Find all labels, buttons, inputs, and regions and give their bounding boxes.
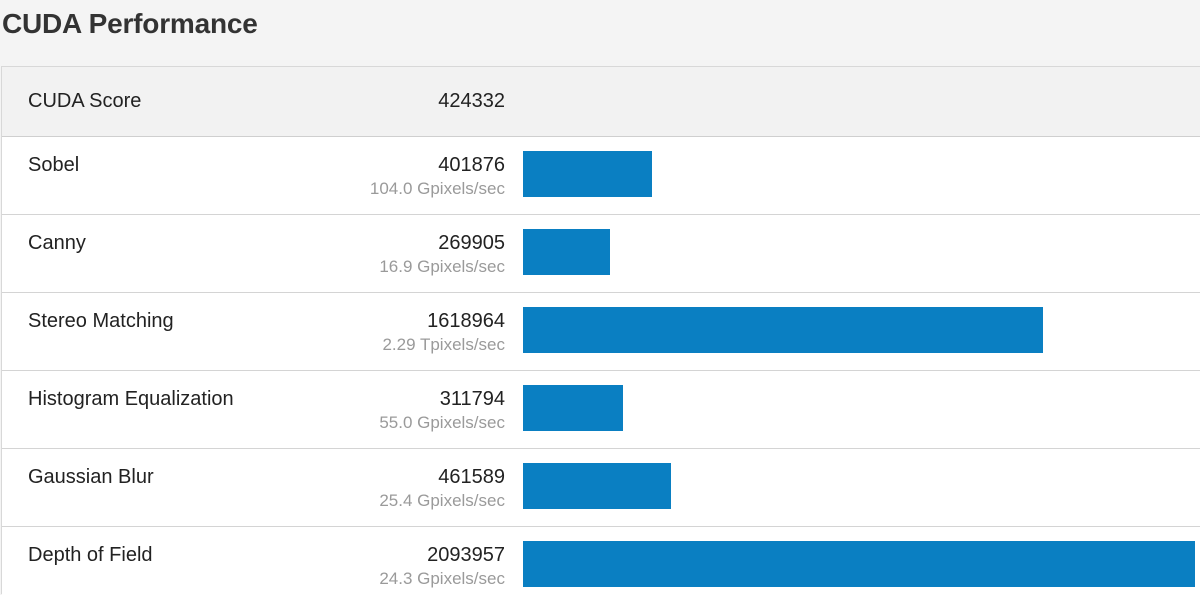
row-label: Canny [28, 232, 86, 254]
summary-row: CUDA Score 424332 [2, 67, 1200, 137]
row-label: Depth of Field [28, 544, 153, 566]
table-row: Canny 269905 16.9 Gpixels/sec [2, 215, 1200, 293]
summary-label: CUDA Score [28, 90, 142, 112]
bar-track [523, 463, 1195, 509]
score-bar [523, 151, 652, 197]
row-label: Histogram Equalization [28, 388, 234, 410]
score-bar [523, 385, 623, 431]
bar-track [523, 385, 1195, 431]
score-bar [523, 307, 1043, 353]
row-label: Gaussian Blur [28, 466, 154, 488]
table-row: Depth of Field 2093957 24.3 Gpixels/sec [2, 527, 1200, 595]
row-score: 269905 [438, 232, 505, 254]
row-rate: 24.3 Gpixels/sec [379, 569, 505, 588]
row-label: Sobel [28, 154, 80, 176]
row-score: 461589 [438, 466, 505, 488]
score-bar [523, 541, 1195, 587]
table-row: Histogram Equalization 311794 55.0 Gpixe… [2, 371, 1200, 449]
row-rate: 104.0 Gpixels/sec [369, 179, 505, 198]
bar-track [523, 307, 1195, 353]
row-rate: 2.29 Tpixels/sec [382, 335, 505, 354]
row-score: 401876 [438, 154, 505, 176]
row-score: 1618964 [427, 310, 505, 332]
table-row: Gaussian Blur 461589 25.4 Gpixels/sec [2, 449, 1200, 527]
summary-score: 424332 [438, 90, 505, 112]
table-row: Stereo Matching 1618964 2.29 Tpixels/sec [2, 293, 1200, 371]
row-score: 2093957 [427, 544, 505, 566]
row-rate: 25.4 Gpixels/sec [379, 491, 505, 510]
bar-track [523, 229, 1195, 275]
score-bar [523, 229, 610, 275]
table-row: Sobel 401876 104.0 Gpixels/sec [2, 137, 1200, 215]
score-bar [523, 463, 671, 509]
bar-track [523, 541, 1195, 587]
bar-track [523, 151, 1195, 197]
row-rate: 16.9 Gpixels/sec [379, 257, 505, 276]
row-score: 311794 [439, 388, 505, 410]
row-label: Stereo Matching [28, 310, 174, 332]
benchmark-table: CUDA Score 424332 Sobel 401876 104.0 Gpi… [1, 66, 1200, 595]
row-rate: 55.0 Gpixels/sec [379, 413, 505, 432]
page-title: CUDA Performance [2, 8, 258, 39]
